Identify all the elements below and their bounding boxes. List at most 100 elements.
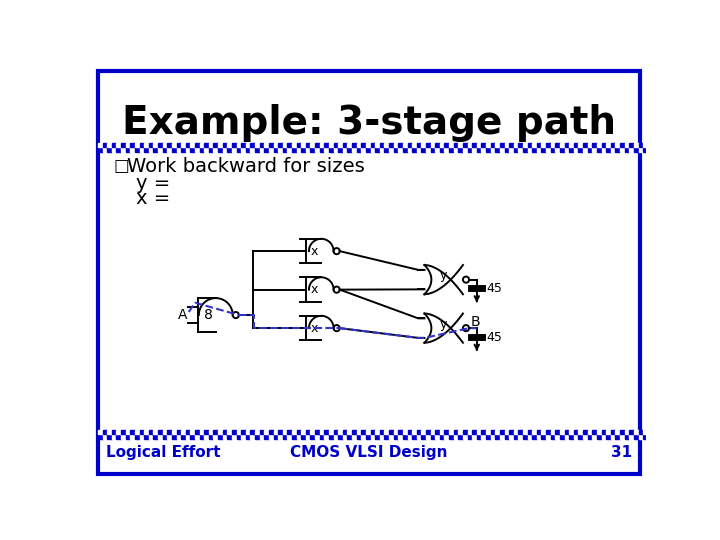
Bar — [532, 434, 537, 439]
Bar — [130, 434, 135, 439]
Bar — [389, 147, 394, 152]
Bar — [616, 434, 620, 439]
Bar — [398, 430, 403, 434]
Bar — [140, 430, 144, 434]
Bar — [490, 434, 495, 439]
Bar — [274, 147, 278, 152]
Bar — [463, 434, 467, 439]
Bar — [163, 147, 167, 152]
Bar — [135, 147, 140, 152]
Bar — [356, 147, 361, 152]
Bar — [228, 430, 232, 434]
Bar — [283, 147, 287, 152]
Bar — [449, 143, 454, 147]
Bar — [379, 147, 384, 152]
Bar — [135, 143, 140, 147]
Bar — [199, 434, 204, 439]
Bar — [421, 147, 426, 152]
Bar — [209, 147, 213, 152]
Bar — [361, 434, 366, 439]
Bar — [310, 430, 315, 434]
Bar — [597, 147, 601, 152]
Bar — [301, 147, 306, 152]
Bar — [394, 143, 398, 147]
Bar — [329, 430, 333, 434]
Bar — [287, 147, 292, 152]
Bar — [514, 430, 518, 434]
Bar — [551, 434, 555, 439]
Bar — [107, 147, 112, 152]
Bar — [153, 434, 158, 439]
Bar — [384, 143, 389, 147]
Bar — [467, 434, 472, 439]
Bar — [195, 147, 199, 152]
Bar — [199, 430, 204, 434]
Bar — [523, 434, 528, 439]
Bar — [431, 143, 435, 147]
Bar — [163, 434, 167, 439]
Bar — [149, 143, 153, 147]
Bar — [408, 434, 412, 439]
Bar — [176, 143, 181, 147]
Bar — [218, 143, 222, 147]
Bar — [495, 147, 500, 152]
Bar — [232, 143, 237, 147]
Bar — [570, 430, 574, 434]
Bar — [274, 434, 278, 439]
Bar — [472, 143, 477, 147]
Bar — [310, 143, 315, 147]
Bar — [583, 147, 588, 152]
Bar — [199, 147, 204, 152]
Bar — [255, 147, 260, 152]
Bar — [292, 430, 297, 434]
Bar — [639, 147, 643, 152]
Bar — [107, 434, 112, 439]
Bar — [117, 430, 121, 434]
FancyBboxPatch shape — [98, 71, 640, 475]
Bar — [417, 143, 421, 147]
Bar — [130, 147, 135, 152]
Bar — [472, 430, 477, 434]
Bar — [486, 143, 490, 147]
Bar — [333, 430, 338, 434]
Bar — [98, 143, 102, 147]
Bar — [477, 430, 482, 434]
Bar — [158, 430, 163, 434]
Bar — [149, 434, 153, 439]
Bar — [126, 143, 130, 147]
Bar — [578, 434, 583, 439]
Bar — [260, 147, 264, 152]
Bar — [283, 430, 287, 434]
Bar — [477, 143, 482, 147]
Bar — [472, 434, 477, 439]
Bar — [98, 430, 102, 434]
Bar — [199, 143, 204, 147]
Bar — [564, 430, 570, 434]
Bar — [500, 434, 505, 439]
Bar — [454, 143, 459, 147]
Bar — [560, 143, 564, 147]
Bar — [264, 434, 269, 439]
Bar — [361, 143, 366, 147]
Bar — [518, 430, 523, 434]
Bar — [297, 143, 301, 147]
Bar — [246, 430, 251, 434]
Bar — [241, 143, 246, 147]
Bar — [541, 434, 546, 439]
Bar — [532, 143, 537, 147]
Bar — [440, 143, 444, 147]
Bar — [232, 434, 237, 439]
Bar — [643, 147, 648, 152]
Bar — [163, 143, 167, 147]
Bar — [625, 430, 629, 434]
Bar — [408, 147, 412, 152]
Bar — [611, 430, 616, 434]
Bar — [560, 147, 564, 152]
Bar — [454, 434, 459, 439]
Bar — [356, 143, 361, 147]
Bar — [514, 147, 518, 152]
Bar — [204, 430, 209, 434]
Bar — [343, 147, 348, 152]
Bar — [361, 430, 366, 434]
Bar — [213, 143, 218, 147]
